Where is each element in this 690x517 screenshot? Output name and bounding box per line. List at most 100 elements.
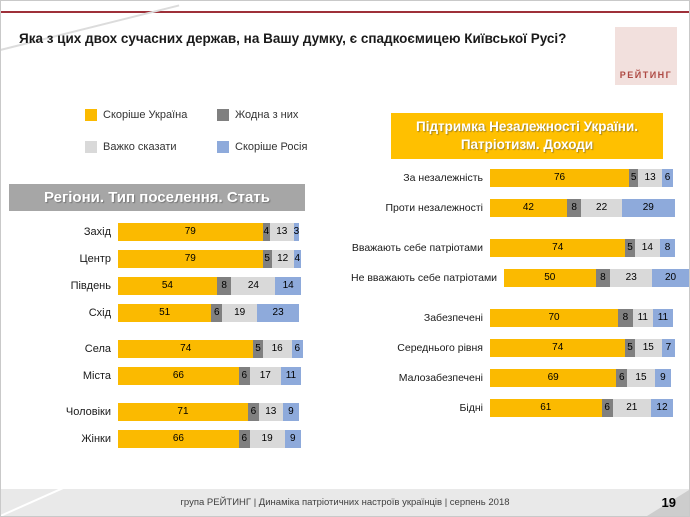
- right-section-header-line1: Підтримка Незалежності України.: [415, 118, 639, 134]
- bar-segment: 5: [253, 340, 263, 358]
- right-section-header-line2: Патріотизм. Доходи: [460, 137, 594, 152]
- bar-row: Схід 51 6 19 23: [11, 304, 311, 322]
- bar-segment: 74: [490, 339, 626, 357]
- bar-row-label: За незалежність: [403, 172, 483, 184]
- stacked-bar: 54 8 24 14: [118, 277, 301, 295]
- bar-segment: 42: [490, 199, 567, 217]
- bar-segment: 8: [595, 269, 611, 287]
- bar-segment: 8: [618, 309, 633, 327]
- bar-row-label: Південь: [70, 280, 111, 292]
- bar-segment: 20: [652, 269, 689, 287]
- bar-row: Південь 54 8 24 14: [11, 277, 311, 295]
- bar-segment: 61: [490, 399, 602, 417]
- bar-segment: 29: [621, 199, 675, 217]
- bar-segment: 5: [625, 239, 635, 257]
- bar-segment: 79: [118, 250, 263, 268]
- bar-segment: 50: [504, 269, 596, 287]
- stacked-bar: 66 6 19 9: [118, 430, 301, 448]
- legend-item: Скоріше Росія: [217, 141, 307, 153]
- bar-segment: 8: [216, 277, 232, 295]
- bar-segment: 7: [661, 339, 675, 357]
- bar-segment: 11: [652, 309, 673, 327]
- bar-group: Села 74 5 16 6 Міста 66 6 17 11: [11, 340, 311, 385]
- bar-row: Села 74 5 16 6: [11, 340, 311, 358]
- bar-row: Проти незалежності 42 8 22 29: [351, 199, 681, 217]
- bar-segment: 11: [280, 367, 301, 385]
- stacked-bar: 70 8 11 11: [490, 309, 673, 327]
- legend-label: Важко сказати: [103, 141, 177, 153]
- bar-segment: 5: [629, 169, 639, 187]
- bar-row: Малозабезпечені 69 6 15 9: [351, 369, 681, 387]
- bar-row: Центр 79 5 12 4: [11, 250, 311, 268]
- bar-segment: 19: [222, 304, 258, 322]
- legend-item: Скоріше Україна: [85, 109, 213, 121]
- bar-row-label: Міста: [82, 370, 111, 382]
- bar-segment: 24: [231, 277, 276, 295]
- bar-segment: 21: [612, 399, 652, 417]
- chart-regions-settlement-gender: Захід 79 4 13 3 Центр 79 5 12 4 Південь 54 8 24 14 Схід…: [11, 223, 311, 466]
- bar-segment: 6: [247, 403, 259, 421]
- bar-segment: 51: [118, 304, 212, 322]
- stacked-bar: 69 6 15 9: [490, 369, 672, 387]
- bar-segment: 6: [238, 367, 250, 385]
- bar-segment: 71: [118, 403, 248, 421]
- bar-segment: 66: [118, 367, 239, 385]
- legend-swatch: [217, 109, 229, 121]
- left-section-header-text: Регіони. Тип поселення. Стать: [44, 189, 270, 206]
- bar-row-label: Чоловіки: [65, 406, 111, 418]
- stacked-bar: 74 5 16 6: [118, 340, 303, 358]
- bar-segment: 15: [634, 339, 662, 357]
- stacked-bar: 76 5 13 6: [490, 169, 673, 187]
- page-number: 19: [661, 495, 676, 510]
- bar-row: Чоловіки 71 6 13 9: [11, 403, 311, 421]
- right-section-header: Підтримка Незалежності України. Патріоти…: [391, 113, 663, 159]
- bar-segment: 79: [118, 223, 263, 241]
- bar-segment: 6: [211, 304, 223, 322]
- bar-row: Вважають себе патріотами 74 5 14 8: [351, 239, 681, 257]
- bar-segment: 13: [269, 223, 294, 241]
- stacked-bar: 61 6 21 12: [490, 399, 673, 417]
- bar-segment: 13: [258, 403, 283, 421]
- corner-decoration: [647, 490, 689, 516]
- bar-segment: 74: [118, 340, 254, 358]
- legend-swatch: [85, 141, 97, 153]
- bar-segment: 14: [275, 277, 301, 295]
- bar-segment: 16: [262, 340, 292, 358]
- bar-segment: 70: [490, 309, 619, 327]
- bar-segment: 23: [610, 269, 653, 287]
- bar-segment: 54: [118, 277, 217, 295]
- stacked-bar: 74 5 15 7: [490, 339, 675, 357]
- footer: група РЕЙТИНГ | Динаміка патріотичних на…: [1, 489, 689, 516]
- stacked-bar: 74 5 14 8: [490, 239, 675, 257]
- bar-segment: 6: [616, 369, 628, 387]
- stacked-bar: 42 8 22 29: [490, 199, 675, 217]
- bar-segment: 13: [638, 169, 662, 187]
- bar-row-label: Бідні: [459, 402, 483, 414]
- legend-item: Важко сказати: [85, 141, 213, 153]
- bar-group: За незалежність 76 5 13 6 Проти незалежності 4…: [351, 169, 681, 217]
- bar-segment: 74: [490, 239, 626, 257]
- bar-segment: 23: [257, 304, 300, 322]
- bar-group: Чоловіки 71 6 13 9 Жінки 66 6 19 9: [11, 403, 311, 448]
- legend-label: Скоріше Україна: [103, 109, 188, 121]
- bar-group: Захід 79 4 13 3 Центр 79 5 12 4 Південь 54 8 24 14 Схід…: [11, 223, 311, 322]
- legend-swatch: [85, 109, 97, 121]
- bar-row-label: Малозабезпечені: [398, 372, 483, 384]
- stacked-bar: 50 8 23 20: [504, 269, 689, 287]
- stacked-bar: 71 6 13 9: [118, 403, 300, 421]
- bar-segment: 14: [634, 239, 661, 257]
- stacked-bar: 79 4 13 3: [118, 223, 299, 241]
- bar-segment: 8: [660, 239, 675, 257]
- bar-row-label: Жінки: [81, 433, 111, 445]
- bar-segment: 69: [490, 369, 617, 387]
- bar-row: Міста 66 6 17 11: [11, 367, 311, 385]
- bar-row-label: Середнього рівня: [397, 342, 483, 354]
- bar-segment: 19: [249, 430, 285, 448]
- stacked-bar: 79 5 12 4: [118, 250, 301, 268]
- legend-item: Жодна з них: [217, 109, 307, 121]
- bar-row-label: Центр: [79, 253, 112, 265]
- legend-swatch: [217, 141, 229, 153]
- bar-row-label: Проти незалежності: [385, 202, 483, 214]
- bar-row: Жінки 66 6 19 9: [11, 430, 311, 448]
